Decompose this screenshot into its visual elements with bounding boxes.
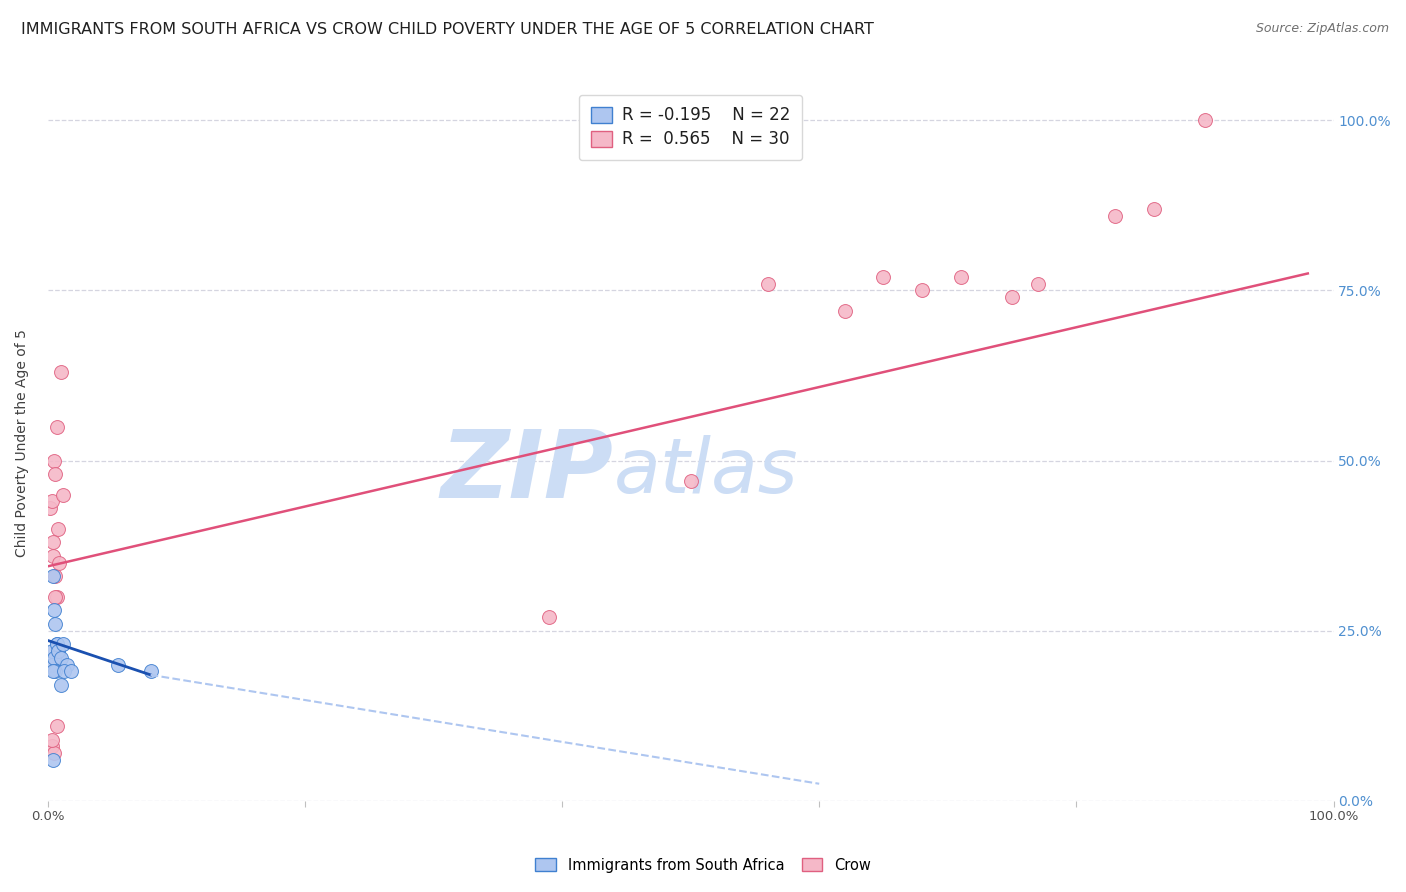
- Point: [52, 487, 75, 501]
- Point: [42, 569, 65, 583]
- Point: [1001, 290, 1024, 304]
- Point: [42, 549, 65, 563]
- Point: [56, 657, 79, 672]
- Point: [41, 732, 63, 747]
- Point: [949, 269, 972, 284]
- Point: [49, 678, 72, 692]
- Point: [107, 657, 129, 672]
- Point: [538, 610, 561, 624]
- Point: [45, 637, 67, 651]
- Point: [49, 365, 72, 379]
- Text: ZIP: ZIP: [440, 426, 613, 518]
- Point: [48, 556, 70, 570]
- Point: [44, 616, 66, 631]
- Legend: R = -0.195    N = 22, R =  0.565    N = 30: R = -0.195 N = 22, R = 0.565 N = 30: [579, 95, 803, 160]
- Point: [48, 651, 70, 665]
- Point: [41, 494, 63, 508]
- Point: [42, 535, 65, 549]
- Point: [1104, 209, 1126, 223]
- Point: [44, 665, 66, 679]
- Point: [39, 501, 62, 516]
- Point: [1142, 202, 1164, 216]
- Point: [44, 453, 66, 467]
- Point: [45, 590, 67, 604]
- Point: [41, 657, 63, 672]
- Point: [756, 277, 779, 291]
- Point: [872, 269, 894, 284]
- Point: [45, 719, 67, 733]
- Point: [1194, 113, 1216, 128]
- Point: [59, 665, 82, 679]
- Point: [46, 644, 69, 658]
- Point: [44, 569, 66, 583]
- Point: [46, 644, 69, 658]
- Point: [44, 651, 66, 665]
- Point: [53, 665, 76, 679]
- Point: [49, 651, 72, 665]
- Text: Source: ZipAtlas.com: Source: ZipAtlas.com: [1256, 22, 1389, 36]
- Point: [45, 419, 67, 434]
- Point: [911, 284, 934, 298]
- Point: [41, 739, 63, 754]
- Point: [46, 522, 69, 536]
- Text: atlas: atlas: [613, 435, 799, 509]
- Point: [41, 644, 63, 658]
- Y-axis label: Child Poverty Under the Age of 5: Child Poverty Under the Age of 5: [15, 330, 30, 558]
- Point: [1026, 277, 1049, 291]
- Point: [44, 746, 66, 760]
- Point: [42, 665, 65, 679]
- Point: [42, 753, 65, 767]
- Point: [44, 590, 66, 604]
- Point: [44, 603, 66, 617]
- Point: [45, 637, 67, 651]
- Point: [679, 474, 702, 488]
- Point: [834, 304, 856, 318]
- Legend: Immigrants from South Africa, Crow: Immigrants from South Africa, Crow: [529, 851, 877, 880]
- Point: [139, 665, 162, 679]
- Text: IMMIGRANTS FROM SOUTH AFRICA VS CROW CHILD POVERTY UNDER THE AGE OF 5 CORRELATIO: IMMIGRANTS FROM SOUTH AFRICA VS CROW CHI…: [21, 22, 875, 37]
- Point: [44, 467, 66, 482]
- Point: [52, 637, 75, 651]
